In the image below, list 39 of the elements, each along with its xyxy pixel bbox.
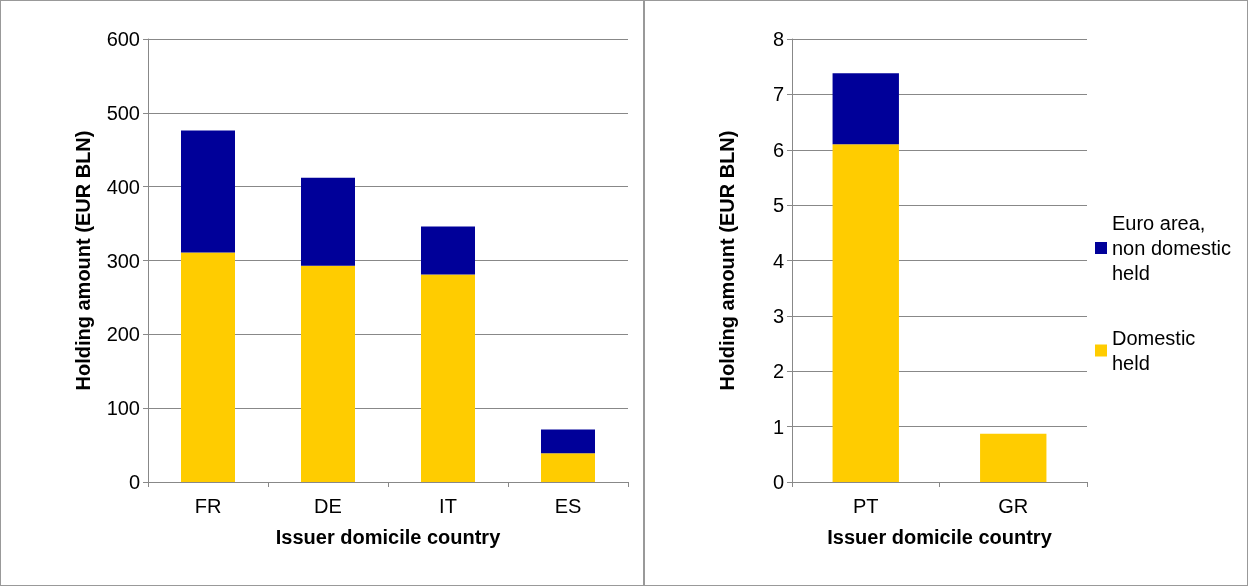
legend-label: Euro area, non domestic held (1112, 212, 1237, 284)
y-tick-label: 2 (772, 360, 784, 383)
bar (832, 73, 899, 145)
y-tick-label: 4 (772, 249, 784, 272)
x-tick-label: FR (194, 495, 222, 517)
bar (301, 177, 355, 266)
y-tick-label: 1 (772, 415, 784, 438)
x-tick-label: PT (852, 495, 879, 517)
x-axis-title: Issuer domicile country (275, 526, 502, 548)
y-tick-label: 500 (106, 101, 140, 124)
y-tick-label: 7 (772, 83, 784, 106)
y-tick-label: 300 (106, 249, 140, 272)
bar (421, 274, 475, 482)
y-tick-label: 200 (106, 323, 140, 346)
bar (181, 130, 235, 253)
y-tick-label: 0 (772, 471, 784, 493)
x-tick-label: GR (998, 495, 1029, 517)
y-tick-label: 8 (772, 28, 784, 50)
y-tick-label: 400 (106, 175, 140, 198)
x-tick-label: IT (439, 495, 457, 517)
bar (541, 453, 595, 482)
x-tick-label: ES (554, 495, 582, 517)
y-tick-label: 600 (106, 28, 140, 50)
bar (421, 226, 475, 275)
y-axis-title: Holding amount (EUR BLN) (72, 130, 94, 391)
bar (832, 144, 899, 482)
y-tick-label: 0 (128, 471, 140, 493)
bar (541, 429, 595, 454)
y-tick-label: 3 (772, 304, 784, 327)
bar (181, 252, 235, 482)
x-axis-title: Issuer domicile country (827, 526, 1053, 548)
bar (301, 265, 355, 482)
y-tick-label: 5 (772, 194, 784, 217)
y-axis-title: Holding amount (EUR BLN) (716, 130, 738, 391)
legend-label: Domestic held (1112, 327, 1201, 374)
bar (980, 433, 1047, 482)
x-tick-label: DE (314, 495, 342, 517)
y-tick-label: 6 (772, 138, 784, 161)
y-tick-label: 100 (106, 397, 140, 420)
